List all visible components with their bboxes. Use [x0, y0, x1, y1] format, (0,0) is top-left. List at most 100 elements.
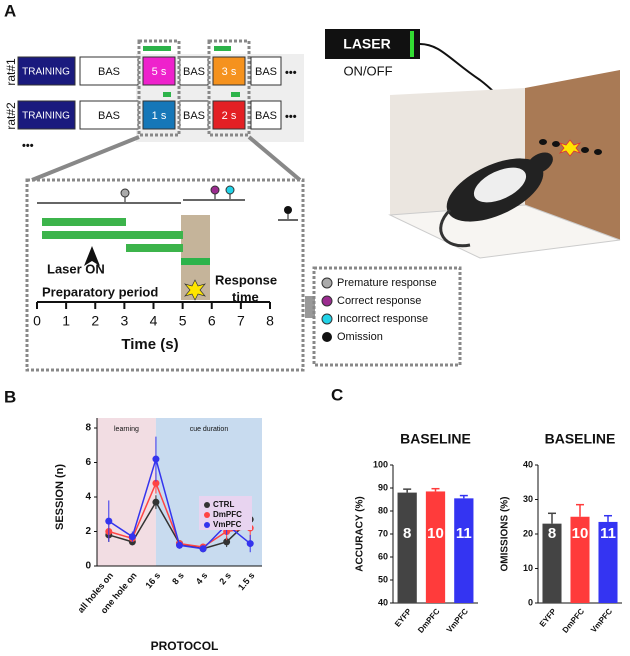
bas-box: [250, 56, 282, 86]
legend-text: Premature response: [337, 277, 437, 289]
cue-box: [212, 100, 246, 130]
y-tick-label: 70: [378, 528, 388, 538]
bar-label: 10: [572, 525, 589, 542]
ellipsis: •••: [285, 67, 297, 79]
y-tick-label: 40: [523, 459, 533, 469]
bar: [542, 523, 562, 603]
tick-label: 6: [208, 313, 216, 329]
training-box: [17, 100, 76, 130]
light-icon: [184, 279, 206, 301]
laser-bar: [42, 218, 126, 226]
x-tick-label: VmPFC: [445, 607, 470, 635]
bar: [397, 492, 417, 603]
laser-switch: ON/OFF: [343, 63, 392, 78]
cue-box: [212, 56, 246, 86]
hole: [552, 141, 560, 147]
y-tick-label: 0: [528, 597, 533, 607]
region-label: learning: [114, 426, 139, 433]
highlight-box: [137, 39, 181, 137]
box-label: 3 s: [222, 66, 237, 78]
annotation: time: [232, 289, 259, 304]
laser-bar: [231, 92, 240, 97]
region-label: cue duration: [190, 426, 229, 433]
box-label: 2 s: [222, 110, 237, 122]
box-label: BAS: [98, 66, 120, 78]
x-tick-label: 2 s: [217, 570, 233, 586]
hole: [581, 147, 589, 153]
panel-label: B: [4, 387, 16, 406]
zoom-line: [31, 135, 140, 182]
y-tick-label: 8: [85, 423, 91, 434]
bas-box: [179, 56, 209, 86]
incorrect-pin: [225, 185, 235, 195]
y-tick-label: 2: [85, 526, 91, 537]
point: [223, 538, 231, 546]
bar: [454, 498, 474, 603]
y-tick-label: 50: [378, 574, 388, 584]
legend-text: CTRL: [213, 500, 234, 509]
point: [152, 498, 160, 506]
legend-text: DmPFC: [213, 510, 242, 519]
legend-text: VmPFC: [213, 520, 242, 529]
x-tick-label: DmPFC: [561, 607, 587, 635]
y-tick-label: 30: [523, 494, 533, 504]
arrow: [84, 246, 100, 266]
ellipsis: •••: [285, 111, 297, 123]
legend-marker: [321, 277, 333, 289]
panel-label: A: [4, 1, 16, 20]
bar-label: 10: [427, 525, 444, 542]
tick-label: 3: [120, 313, 128, 329]
cue-box: [142, 56, 176, 86]
bar: [598, 521, 618, 603]
row-label: rat#2: [4, 102, 18, 130]
hole: [594, 149, 602, 155]
bar-label: 11: [456, 525, 472, 542]
box-label: BAS: [98, 110, 120, 122]
y-axis-label: SESSION (n): [54, 464, 66, 530]
tick-label: 4: [150, 313, 158, 329]
laser-device: [325, 29, 420, 59]
box-label: TRAINING: [22, 67, 70, 78]
bar-label: 8: [403, 525, 411, 542]
region: [155, 418, 262, 566]
legend-text: Correct response: [337, 295, 421, 307]
chamber-wall: [525, 70, 620, 240]
tick-label: 8: [266, 313, 274, 329]
bar-label: 11: [600, 525, 616, 542]
ellipsis: •••: [22, 140, 34, 152]
x-axis-label: PROTOCOL: [151, 639, 219, 653]
chart-title: BASELINE: [400, 431, 471, 447]
box-label: BAS: [255, 110, 277, 122]
region: [97, 418, 156, 566]
x-tick-label: DmPFC: [416, 607, 442, 635]
bas-box: [179, 100, 209, 130]
bas-box: [79, 56, 139, 86]
box-label: 5 s: [152, 66, 167, 78]
y-tick-label: 60: [378, 551, 388, 561]
y-tick-label: 90: [378, 482, 388, 492]
x-tick-label: 16 s: [143, 570, 162, 590]
laser-led: [410, 31, 414, 57]
chart-title: BASELINE: [545, 431, 616, 447]
y-tick-label: 10: [523, 563, 533, 573]
correct-pin: [210, 185, 220, 195]
tick-label: 7: [237, 313, 245, 329]
rat-patch: [473, 167, 527, 203]
time-axis: 0 1 2 3 4 5 6 7 8: [33, 301, 274, 329]
legend-text: Incorrect response: [337, 313, 428, 325]
rat-head: [527, 152, 553, 174]
bas-box: [79, 100, 139, 130]
y-tick-label: 40: [378, 597, 388, 607]
bar: [425, 491, 446, 603]
tick-label: 0: [33, 313, 41, 329]
legend-text: Omission: [337, 331, 383, 343]
point: [152, 455, 160, 463]
rat-tail: [439, 208, 471, 248]
cue-box: [142, 100, 176, 130]
y-tick-label: 100: [373, 459, 388, 469]
x-tick-label: EYFP: [393, 606, 414, 628]
y-tick-label: 80: [378, 505, 388, 515]
tick-label: 5: [179, 313, 187, 329]
box-label: TRAINING: [22, 111, 70, 122]
